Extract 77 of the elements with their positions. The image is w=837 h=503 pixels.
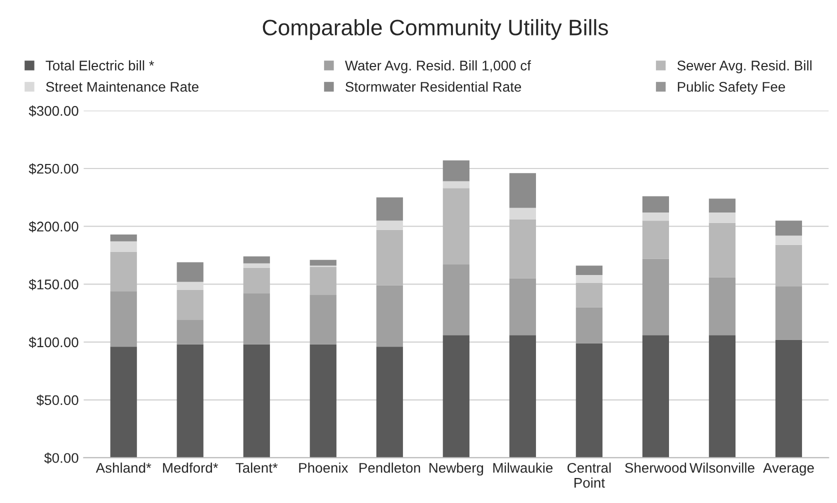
bar — [642, 196, 669, 212]
bar — [775, 236, 802, 245]
chart-title: Comparable Community Utility Bills — [262, 19, 608, 40]
x-tick-label: Sherwood — [625, 462, 686, 473]
y-tick-label: $300.00 — [28, 105, 78, 117]
bar — [642, 335, 669, 458]
bar — [708, 277, 736, 336]
y-tick-label: $150.00 — [28, 278, 78, 290]
legend-label: Street Maintenance Rate — [46, 82, 198, 92]
bar — [243, 293, 270, 344]
x-tick-label: Average — [763, 463, 814, 476]
y-tick-label: $0.00 — [44, 452, 78, 464]
bar — [376, 230, 403, 286]
bar — [376, 197, 403, 221]
x-tick-label: Phoenix — [299, 462, 348, 473]
bar — [176, 262, 204, 282]
bar — [243, 256, 270, 264]
legend-label: Water Avg. Resid. Bill 1,000 cf — [344, 60, 531, 74]
bar — [775, 340, 802, 458]
bar — [176, 344, 204, 458]
bar — [509, 208, 536, 220]
bar — [576, 266, 602, 275]
legend-label: Stormwater Residential Rate — [346, 82, 522, 92]
x-tick-label: Newberg — [430, 462, 484, 476]
bar — [110, 234, 137, 242]
bar — [110, 241, 137, 252]
bar — [243, 344, 270, 458]
bar — [310, 294, 336, 344]
bar — [176, 320, 204, 344]
bar — [376, 346, 403, 458]
legend-label: Sewer Avg. Resid. Bill — [677, 60, 812, 74]
bar — [509, 173, 536, 208]
bar — [708, 222, 736, 278]
bar — [310, 260, 336, 266]
bar — [642, 258, 669, 336]
bar — [509, 219, 536, 278]
y-tick-label: $50.00 — [36, 394, 78, 406]
x-tick-label: Talent* — [236, 462, 278, 473]
bar — [110, 346, 137, 458]
x-tick-label: Medford* — [163, 462, 218, 473]
x-tick-label: Wilsonville — [689, 462, 754, 473]
bar — [243, 263, 270, 268]
bar — [509, 335, 536, 458]
legend-label: Total Electric bill * — [46, 60, 154, 70]
bar — [708, 198, 736, 212]
bar — [110, 291, 137, 347]
bar — [708, 335, 736, 458]
bar — [442, 181, 470, 188]
bar — [576, 274, 602, 284]
bar — [243, 268, 270, 294]
y-tick-label: $200.00 — [28, 221, 78, 232]
bar — [442, 160, 470, 182]
bar — [576, 343, 602, 458]
bar — [442, 335, 470, 458]
bar — [376, 285, 403, 347]
bar — [576, 307, 602, 344]
bar — [110, 252, 137, 292]
bar — [442, 188, 470, 265]
x-tick-label: Ashland* — [96, 462, 152, 473]
bar — [442, 264, 470, 336]
bar — [509, 278, 536, 336]
bar — [176, 290, 204, 320]
bar — [708, 212, 736, 223]
bar — [775, 286, 802, 340]
bar — [310, 344, 336, 458]
bar — [576, 283, 602, 308]
legend-label: Public Safety Fee — [678, 82, 786, 95]
x-tick-label: Milwaukie — [493, 462, 553, 473]
bar — [775, 220, 802, 236]
bar — [310, 266, 336, 295]
bar — [775, 244, 802, 287]
x-tick-label: Pendleton — [360, 462, 420, 473]
y-tick-label: $250.00 — [28, 163, 78, 174]
x-tick-label: Central Point — [568, 462, 611, 488]
bar — [642, 220, 669, 259]
y-tick-label: $100.00 — [28, 336, 78, 348]
bar — [642, 212, 669, 221]
